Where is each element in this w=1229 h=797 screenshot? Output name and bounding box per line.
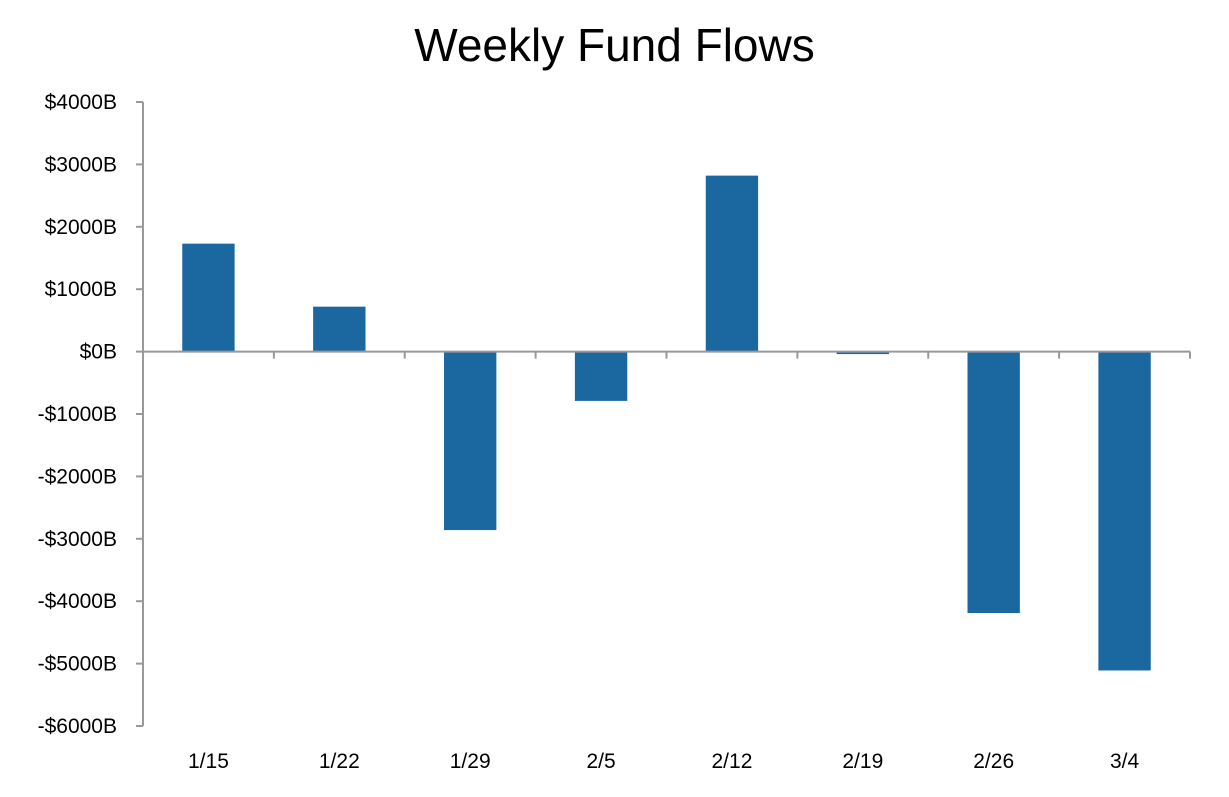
bar-1-15 [182,243,235,352]
y-tick-label: -$1000B [38,403,117,426]
bar-2-12 [705,175,759,352]
x-tick-label: 1/29 [450,750,491,773]
x-tick-label: 2/19 [842,750,883,773]
y-tick-label: $3000B [45,153,117,176]
x-tick-label: 1/15 [188,750,229,773]
x-tick-label: 3/4 [1110,750,1140,773]
y-tick-label: $2000B [45,216,117,239]
x-axis: 1/15 1/22 1/29 2/5 2/12 2/19 2/26 3/4 [142,350,1191,773]
y-tick-label: -$6000B [38,715,117,738]
bar-1-29 [444,351,497,531]
y-tick-label: $0B [80,341,117,364]
bar-2-26 [967,351,1020,614]
x-tick-label: 2/26 [973,750,1014,773]
chart-title: Weekly Fund Flows [414,19,815,71]
x-tick-label: 2/12 [712,750,753,773]
y-tick-label: -$4000B [38,590,117,613]
y-axis: $4000B $3000B $2000B $1000B $0B -$1000B -$2000… [38,91,144,738]
y-tick-label: -$2000B [38,465,117,488]
y-tick-label: -$5000B [38,653,117,676]
x-tick-label: 2/5 [586,750,615,773]
bar-2-5 [574,351,628,401]
bar-1-22 [313,306,366,352]
bar-2-19 [836,351,889,355]
y-tick-label: $1000B [45,278,117,301]
x-tick-label: 1/22 [319,750,360,773]
bar-3-4 [1098,351,1151,671]
bars [182,175,1151,671]
y-tick-label: -$3000B [38,528,117,551]
y-tick-label: $4000B [45,91,117,114]
